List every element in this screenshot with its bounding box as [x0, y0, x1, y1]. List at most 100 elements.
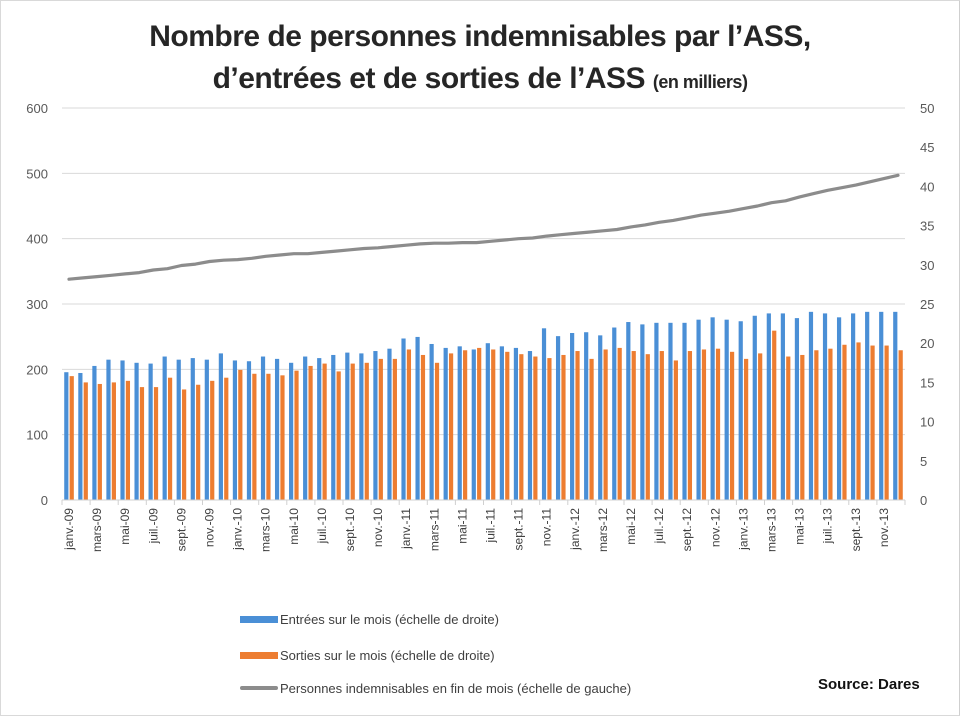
y-right-tick-label: 40 [920, 179, 934, 194]
bar-entrees [513, 347, 519, 500]
y-axis-left: 0 100 200 300 400 500 600 [26, 101, 48, 508]
x-tick-label: mai-11 [455, 508, 469, 544]
bar-entrees [204, 359, 209, 500]
bar-sorties [448, 353, 454, 500]
line-personnes-indemnisables [67, 173, 900, 281]
bar-entrees [78, 372, 83, 500]
bar-entrees [541, 328, 547, 500]
bar-sorties [758, 353, 763, 500]
bar-sorties [139, 387, 145, 500]
bar-entrees [893, 311, 898, 500]
x-tick-label: janv.-10 [231, 508, 245, 551]
bar-sorties [533, 356, 538, 500]
bar-sorties [196, 384, 201, 500]
x-axis: janv.-09 mars-09 mai-09 juil.-09 sept.-09 nov… [61, 499, 906, 552]
bar-series [64, 311, 903, 500]
bar-entrees [780, 313, 785, 500]
x-tick-label: mars-13 [765, 508, 779, 552]
chart-title-text-2: d’entrées et de sorties de l’ASS [212, 62, 646, 95]
bar-sorties [111, 382, 116, 500]
x-tick-label: sept.-11 [512, 508, 526, 551]
bar-entrees [808, 311, 814, 500]
bar-entrees [106, 359, 111, 500]
bar-entrees [232, 360, 238, 500]
legend-item-sorties: Sorties sur le mois (échelle de droite) [240, 646, 495, 664]
bar-sorties [589, 358, 594, 500]
bar-entrees [640, 324, 645, 500]
bar-sorties [575, 351, 580, 500]
x-tick-label: sept.-12 [680, 508, 694, 552]
x-tick-label: mars-09 [90, 508, 104, 552]
x-tick-label: janv.-09 [62, 508, 76, 551]
bar-entrees [120, 360, 125, 500]
bar-entrees [457, 346, 462, 500]
chart-title-line2: d’entrées et de sorties de l’ASS (en mil… [0, 62, 960, 96]
bar-entrees [485, 343, 490, 500]
bar-sorties [856, 342, 861, 500]
bar-entrees [598, 335, 603, 500]
bar-sorties [125, 380, 131, 500]
y-right-tick-label: 20 [920, 336, 934, 351]
bar-entrees [289, 362, 294, 500]
gridlines [62, 107, 905, 436]
legend-swatch-entrees [240, 615, 278, 623]
x-tick-label: juil.-12 [652, 508, 666, 545]
bar-sorties [364, 362, 369, 500]
bar-sorties [322, 363, 327, 500]
x-tick-label: janv.-12 [568, 508, 582, 551]
bar-sorties [477, 347, 482, 500]
x-tick-label: mai-12 [624, 508, 638, 545]
bar-sorties [434, 362, 440, 500]
bar-entrees [246, 361, 252, 500]
y-right-tick-label: 25 [920, 297, 934, 312]
bar-sorties [210, 380, 215, 500]
bar-entrees [626, 322, 631, 500]
x-tick-label: sept.-13 [849, 508, 863, 552]
legend-label-sorties: Sorties sur le mois (échelle de droite) [280, 647, 495, 663]
y-right-tick-label: 5 [920, 454, 927, 469]
bar-entrees [527, 351, 533, 500]
bar-sorties [280, 375, 285, 500]
bar-sorties [420, 354, 426, 500]
legend-swatch-sorties [240, 651, 278, 659]
y-right-tick-label: 15 [920, 375, 934, 390]
bar-entrees [612, 327, 617, 500]
bar-sorties [687, 351, 693, 500]
bar-sorties [406, 349, 412, 500]
bar-sorties [729, 351, 735, 500]
y-left-tick-label: 0 [41, 493, 48, 508]
bar-entrees [471, 349, 476, 500]
bar-sorties [308, 365, 313, 500]
x-tick-label: janv.-13 [736, 508, 750, 551]
x-tick-label: mars-12 [596, 508, 610, 552]
bar-sorties [378, 358, 383, 500]
bar-entrees [190, 358, 195, 500]
bar-entrees [738, 321, 743, 500]
bar-entrees [387, 348, 392, 500]
bar-sorties [491, 349, 496, 500]
bar-entrees [443, 347, 448, 500]
x-tick-label: nov.-09 [203, 508, 217, 547]
x-tick-label: mars-11 [427, 508, 441, 551]
bar-entrees [92, 365, 97, 500]
bar-entrees [359, 353, 364, 500]
bar-sorties [167, 377, 173, 500]
bar-entrees [654, 322, 659, 500]
bar-entrees [64, 372, 69, 500]
bar-entrees [162, 356, 167, 500]
bar-entrees [710, 317, 715, 500]
bar-sorties [83, 382, 88, 500]
legend-swatch-personnes [240, 686, 278, 690]
bar-sorties [701, 349, 707, 500]
x-tick-label: mai-13 [793, 508, 807, 545]
bar-entrees [822, 313, 828, 500]
x-tick-label: nov.-10 [371, 508, 385, 547]
x-tick-label: juil.-11 [484, 508, 498, 544]
bar-entrees [218, 353, 223, 500]
bar-entrees [401, 338, 406, 500]
bar-sorties [828, 348, 833, 500]
bar-entrees [303, 356, 308, 500]
bar-sorties [673, 360, 678, 500]
bar-sorties [744, 358, 749, 500]
bar-sorties [153, 387, 159, 500]
